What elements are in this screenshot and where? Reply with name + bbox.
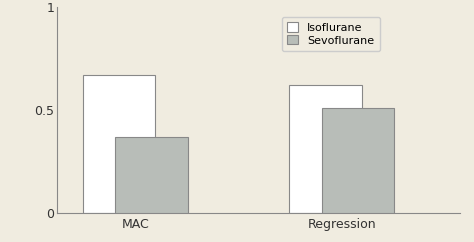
Bar [289,85,362,213]
Bar [322,108,394,213]
Bar [82,75,155,213]
Legend: Isoflurane, Sevoflurane: Isoflurane, Sevoflurane [282,17,380,51]
Bar [115,137,188,213]
